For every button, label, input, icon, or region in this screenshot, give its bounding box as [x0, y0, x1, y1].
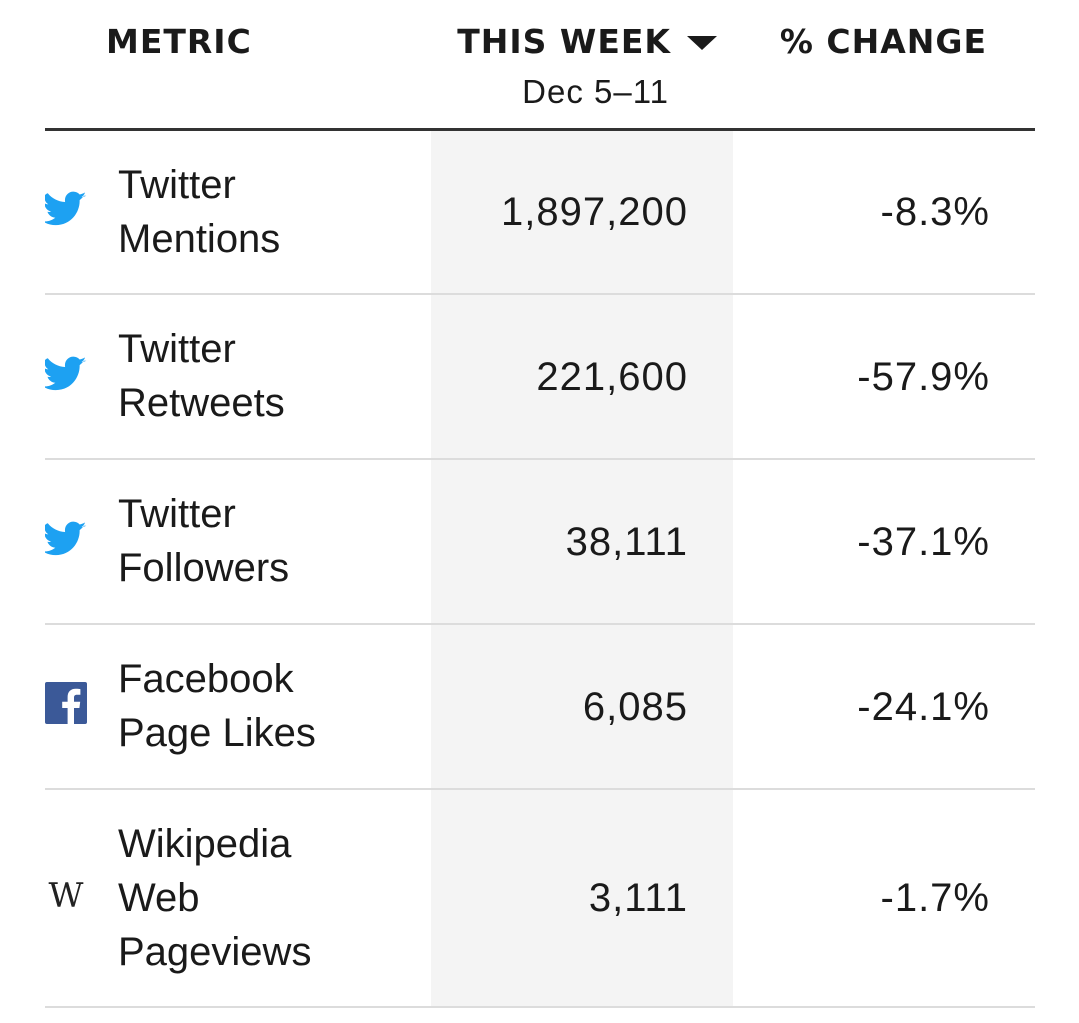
header-divider [45, 128, 1035, 131]
twitter-icon [45, 353, 87, 395]
metric-label: Wikipedia Web Pageviews [118, 822, 312, 974]
percent-change-value: -37.1% [857, 520, 990, 564]
table-header: METRIC THIS WEEK Dec 5–11 % CHANGE [0, 0, 1079, 131]
date-range-label: Dec 5–11 [522, 73, 669, 110]
this-week-value: 221,600 [536, 355, 688, 399]
table-row: Facebook Page Likes 6,085 -24.1% [45, 626, 1035, 789]
this-week-value: 3,111 [588, 876, 688, 920]
metric-label: Twitter Followers [118, 492, 290, 590]
table-row: Twitter Followers 38,111 -37.1% [45, 461, 1035, 624]
facebook-icon [45, 682, 87, 724]
row-divider [45, 1006, 1035, 1008]
metric-label: Twitter Mentions [118, 163, 281, 261]
this-week-value: 6,085 [582, 685, 688, 729]
metric-column-header: METRIC [106, 22, 252, 61]
percent-change-column-header[interactable]: % CHANGE [779, 22, 987, 61]
row-divider [45, 458, 1035, 460]
percent-change-value: -1.7% [880, 876, 990, 920]
twitter-icon [45, 518, 87, 560]
percent-change-value: -24.1% [857, 685, 990, 729]
table-row: Twitter Retweets 221,600 -57.9% [45, 296, 1035, 459]
table-row: Twitter Mentions 1,897,200 -8.3% [45, 131, 1035, 294]
table-row: W Wikipedia Web Pageviews 3,111 -1.7% [45, 791, 1035, 1006]
caret-down-icon [687, 36, 717, 50]
this-week-value: 38,111 [565, 520, 688, 564]
this-week-sort-header[interactable]: THIS WEEK [457, 22, 717, 62]
metric-label: Facebook Page Likes [118, 657, 316, 755]
this-week-value: 1,897,200 [501, 190, 688, 234]
row-divider [45, 293, 1035, 295]
metric-label: Twitter Retweets [118, 327, 285, 425]
percent-change-value: -8.3% [880, 190, 990, 234]
twitter-icon [45, 188, 87, 230]
percent-change-value: -57.9% [857, 355, 990, 399]
this-week-header-label: THIS WEEK [457, 22, 671, 61]
row-divider [45, 623, 1035, 625]
row-divider [45, 788, 1035, 790]
this-week-column-highlight [431, 130, 733, 1006]
wikipedia-icon: W [48, 876, 84, 916]
